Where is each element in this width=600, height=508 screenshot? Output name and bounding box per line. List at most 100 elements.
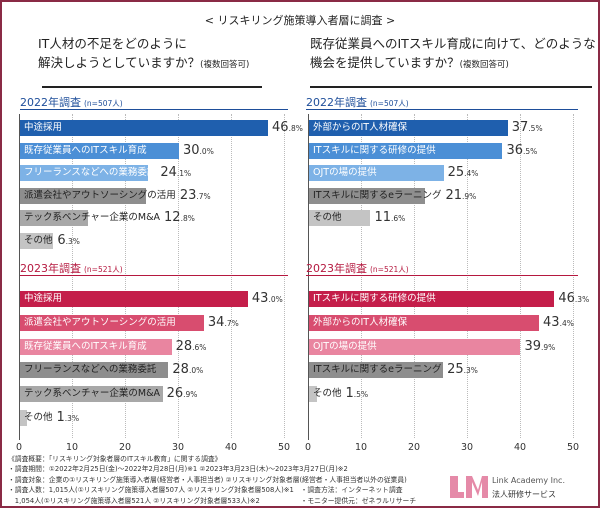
bar: [309, 165, 444, 181]
value-label: 1.3%: [56, 410, 80, 425]
note-line: 《調査概要：「リスキリング対象者層のITスキル教育」に関する調査》: [8, 455, 222, 463]
tick-label: 50: [566, 442, 580, 453]
year-text: 2022年調査: [20, 96, 81, 109]
tick-label: 20: [407, 442, 421, 453]
bar-label: その他: [313, 212, 342, 223]
bar-label: 外部からのIT人材確保: [313, 316, 408, 328]
bar: [20, 362, 169, 379]
axis-line: [19, 114, 20, 440]
value-label: 12.8%: [164, 210, 195, 225]
value-label: 24.1%: [160, 165, 192, 180]
value-label: 25.3%: [447, 362, 478, 378]
n-label: (n=507人): [84, 99, 123, 108]
bar-label: 派遣会社やアウトソーシングの活用: [24, 316, 176, 328]
year-rule: [20, 275, 288, 276]
value-label: 43.0%: [251, 291, 283, 306]
bar: [309, 362, 444, 379]
lm-logo-icon: [450, 476, 488, 498]
tick-label: 10: [65, 442, 79, 453]
bar: [20, 120, 269, 136]
bar: [20, 232, 54, 249]
value-label: 1.5%: [345, 386, 369, 402]
bar-label: 中途採用: [24, 293, 63, 304]
grid-line: [361, 114, 362, 438]
bar: [20, 210, 88, 226]
title-rule: [310, 86, 592, 88]
value-label: 39.9%: [524, 338, 556, 354]
year-label: 2023年調査 (n=521人): [20, 260, 123, 276]
value-label: 34.7%: [207, 314, 239, 330]
bar-label: OJTの場の提供: [313, 340, 377, 352]
note-line: ・調査期間：①2022年2月25日(金)～2022年2月28日(月)※1 ②20…: [8, 465, 348, 474]
tick-label: 30: [460, 442, 474, 453]
question-note: (複数回答可): [459, 60, 509, 70]
tick-label: 0: [304, 442, 312, 453]
question-note: (複数回答可): [200, 60, 250, 70]
value-label: 21.9%: [445, 187, 477, 203]
bar-label: 既存従業員へのITスキル育成: [24, 144, 147, 156]
year-text: 2023年調査: [306, 262, 367, 275]
grid-line: [414, 114, 415, 438]
bar: [309, 120, 508, 136]
bar: [309, 386, 317, 403]
grid-line: [178, 114, 179, 438]
logo-text: Link Academy Inc.: [492, 476, 565, 485]
bar: [20, 410, 27, 426]
bar-label: 派遣会社やアウトソーシングの活用: [24, 189, 176, 201]
tick-label: 40: [224, 442, 238, 453]
grid-line: [125, 114, 126, 438]
year-rule: [20, 109, 288, 110]
year-label: 2022年調査 (n=507人): [20, 94, 123, 110]
question-title: IT人材の不足をどのように 解決しようとしていますか？(複数回答可): [38, 34, 249, 75]
title-rule: [42, 86, 262, 88]
bar-label: テック系ベンチャー企業のM&A: [24, 388, 161, 400]
year-rule: [306, 275, 578, 276]
bar: [309, 314, 540, 331]
bar: [20, 165, 148, 181]
axis-line: [308, 114, 309, 440]
bar: [20, 314, 204, 331]
bar-label: その他: [24, 234, 53, 246]
year-rule: [306, 109, 578, 110]
value-label: 25.4%: [447, 165, 479, 180]
survey-notes: 《調査概要：「リスキリング対象者層のITスキル教育」に関する調査》・調査期間：①…: [8, 454, 416, 506]
n-label: (n=507人): [370, 99, 409, 108]
value-label: 30.0%: [183, 142, 214, 158]
question-line2: 機会を提供していますか？: [310, 55, 460, 70]
tick-label: 30: [171, 442, 185, 453]
bar-label: ITスキルに関する研修の提供: [313, 144, 436, 156]
bar-label: フリーランスなどへの業務委託: [24, 167, 157, 178]
header-title: < リスキリング施策導入者層に調査 >: [204, 14, 396, 27]
logo-sub: 法人研修サービス: [492, 490, 556, 499]
bar: [309, 187, 426, 204]
bar: [309, 338, 521, 355]
bar-label: 外部からのIT人材確保: [313, 122, 408, 133]
grid-line: [284, 114, 285, 438]
grid-line: [573, 114, 574, 438]
bar-label: フリーランスなどへの業務委託: [24, 364, 157, 376]
question-line2: 解決しようとしていますか？: [38, 55, 201, 70]
grid-line: [520, 114, 521, 438]
note-line: ・調査人数：1,015人(①リスキリング施策導入者層507人 ②リスキリング対象…: [8, 486, 403, 495]
tick-label: 10: [354, 442, 368, 453]
grid-line: [467, 114, 468, 438]
year-text: 2023年調査: [20, 262, 81, 275]
bar: [20, 291, 248, 307]
value-label: 28.6%: [175, 338, 207, 354]
bar-label: ITスキルに関する研修の提供: [313, 293, 436, 304]
bar-label: その他: [24, 412, 53, 423]
tick-label: 40: [513, 442, 527, 453]
bar: [309, 210, 371, 226]
grid-line: [231, 114, 232, 438]
note-line: 1,054人(①リスキリング施策導入者層521人 ②リスキリング対象者層533人…: [8, 496, 417, 505]
company-logo: Link Academy Inc. 法人研修サービス: [448, 472, 565, 504]
value-label: 23.7%: [179, 187, 211, 203]
bar-label: テック系ベンチャー企業のM&A: [24, 212, 161, 223]
n-label: (n=521人): [84, 265, 123, 274]
bar: [309, 142, 503, 159]
tick-label: 20: [118, 442, 132, 453]
bar-label: ITスキルに関するeラーニング: [313, 364, 442, 376]
value-label: 6.3%: [57, 232, 80, 248]
bar: [309, 291, 555, 307]
